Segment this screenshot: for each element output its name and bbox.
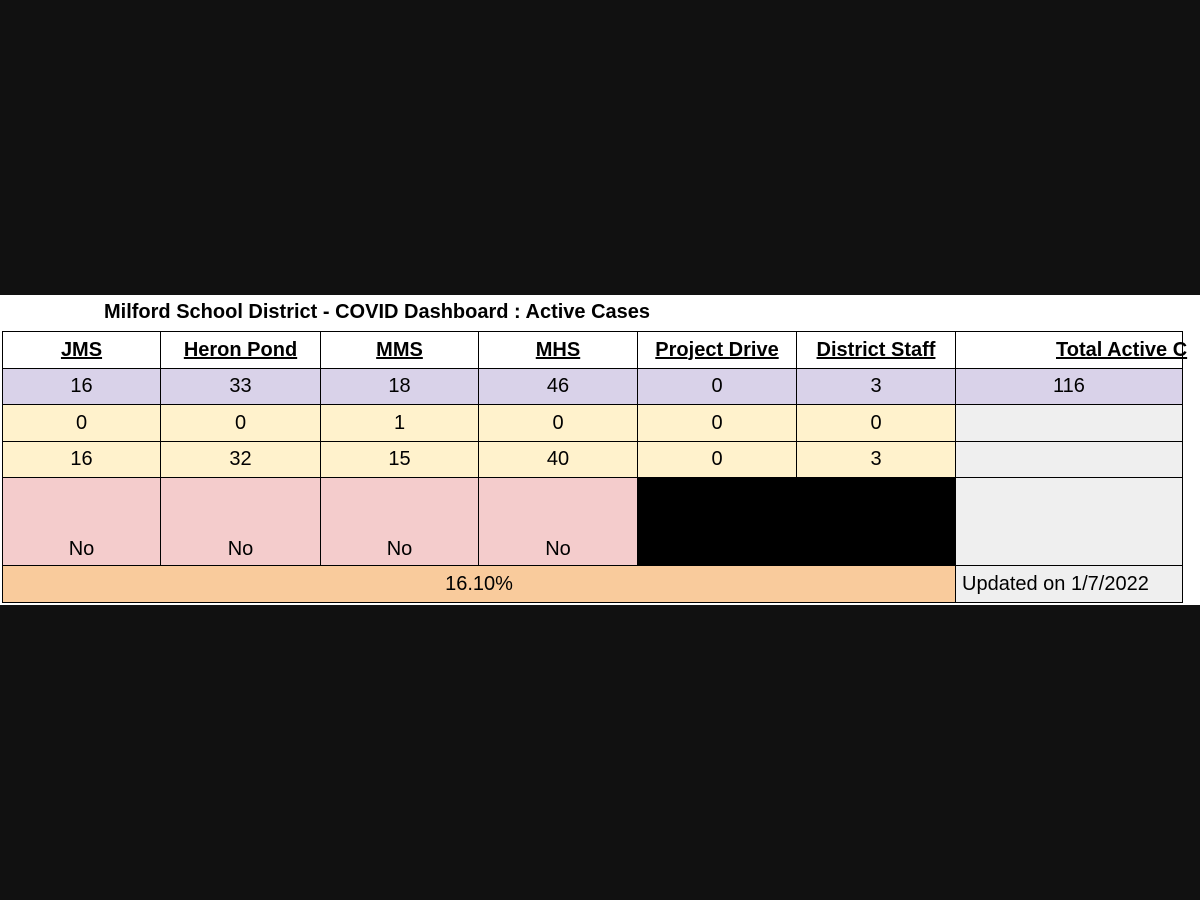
table-cell: 0 <box>160 404 321 442</box>
table-cell: 0 <box>637 404 797 442</box>
column-header: MHS <box>478 331 638 369</box>
table-cell: 32 <box>160 441 321 478</box>
table-cell: 46 <box>478 368 638 405</box>
table-cell: 116 <box>955 368 1183 405</box>
table-cell: 16 <box>2 368 161 405</box>
table-cell: 0 <box>637 441 797 478</box>
blacked-out-cell <box>637 477 956 566</box>
column-header: District Staff <box>796 331 956 369</box>
sheet-title: Milford School District - COVID Dashboar… <box>104 301 651 323</box>
table-cell: 16 <box>2 441 161 478</box>
table-cell: 1 <box>320 404 479 442</box>
table-cell: No <box>320 477 479 566</box>
empty-cell <box>955 404 1183 442</box>
table-cell: 40 <box>478 441 638 478</box>
table-cell: 3 <box>796 368 956 405</box>
column-header: Total Active C <box>955 331 1187 369</box>
updated-date: Updated on 1/7/2022 <box>955 565 1183 603</box>
table-cell: 0 <box>2 404 161 442</box>
table-cell: 3 <box>796 441 956 478</box>
empty-cell <box>955 441 1183 478</box>
positivity-rate: 16.10% <box>2 565 956 603</box>
spreadsheet: Milford School District - COVID Dashboar… <box>0 295 1200 605</box>
table-cell: No <box>160 477 321 566</box>
empty-cell <box>955 477 1183 566</box>
column-header: MMS <box>320 331 479 369</box>
table-cell: 33 <box>160 368 321 405</box>
table-cell: 15 <box>320 441 479 478</box>
table-cell: 0 <box>796 404 956 442</box>
table-cell: No <box>2 477 161 566</box>
table-cell: 0 <box>478 404 638 442</box>
table-cell: No <box>478 477 638 566</box>
column-header: Heron Pond <box>160 331 321 369</box>
table-cell: 0 <box>637 368 797 405</box>
table-cell: 18 <box>320 368 479 405</box>
column-header: JMS <box>2 331 161 369</box>
column-header: Project Drive <box>637 331 797 369</box>
